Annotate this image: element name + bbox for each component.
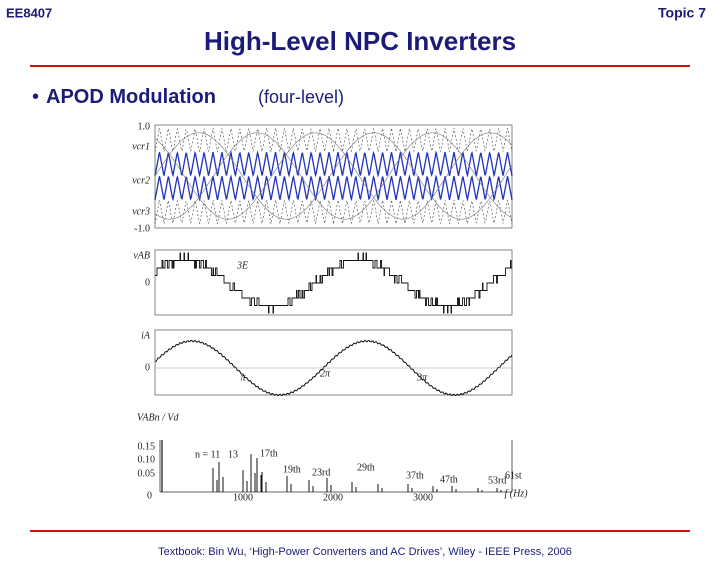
carrier [154, 174, 513, 202]
figure-label: f (Hz) [504, 488, 528, 499]
carrier [154, 199, 513, 225]
figure-label: 1000 [233, 492, 253, 503]
current [154, 339, 513, 397]
bullet-note: (four-level) [258, 87, 344, 107]
figure-label: 29th [357, 462, 375, 473]
figure-label: 23rd [312, 467, 330, 478]
figure-label: 0.05 [138, 468, 156, 479]
bullet-symbol: • [32, 86, 39, 108]
figure-label: 1.0 [138, 121, 151, 132]
figure-label: VABn / Vd [137, 412, 179, 423]
figure-label: 53rd [488, 475, 506, 486]
figure-label: 0 [145, 362, 150, 373]
carrier [154, 150, 513, 178]
reference [154, 132, 513, 220]
topic: Topic 7 [658, 5, 706, 21]
figure-label: 0 [145, 277, 150, 288]
figure-label: 19th [283, 464, 301, 475]
line-voltage [155, 252, 512, 314]
figure-label: vcr3 [132, 206, 150, 217]
figure-label: vcr2 [132, 175, 150, 186]
panel-frame [154, 249, 513, 316]
figure-label: 3π [416, 372, 428, 383]
reference [154, 132, 513, 220]
figure-label: 3E [236, 260, 248, 271]
figure-label: iA [141, 330, 151, 341]
figure-label: 37th [406, 470, 424, 481]
figure-label: 0 [147, 490, 152, 501]
figure-label: 0.10 [138, 454, 156, 465]
slide-title: High-Level NPC Inverters [204, 26, 516, 56]
figure-label: 2000 [323, 492, 343, 503]
figure-label: -1.0 [134, 223, 150, 234]
figure-label: 2π [320, 368, 331, 379]
bullet-heading: APOD Modulation [46, 86, 216, 108]
bullet: • APOD Modulation (four-level) [32, 86, 344, 108]
figure: 1.0 vcr1 vcr2 vcr3 -1.0 vAB 0 3E iA 0 π 2π 3π VABn / … [132, 121, 528, 503]
course-code: EE8407 [6, 5, 52, 20]
figure-label: 0.15 [138, 441, 156, 452]
footer: Textbook: Bin Wu, ‘High-Power Converters… [158, 546, 572, 558]
figure-label: 17th [260, 448, 278, 459]
figure-label: π [240, 372, 246, 383]
figure-label: 47th [440, 474, 458, 485]
carrier [154, 127, 513, 153]
figure-label: 61st [505, 470, 522, 481]
figure-label: n = 11 [195, 449, 220, 460]
figure-label: vAB [133, 250, 150, 261]
panel-frame [154, 124, 513, 229]
figure-label: vcr1 [132, 141, 150, 152]
reference [154, 132, 513, 220]
figure-label: 3000 [413, 492, 433, 503]
panel-frame [154, 329, 513, 396]
figure-label: 13 [228, 449, 238, 460]
